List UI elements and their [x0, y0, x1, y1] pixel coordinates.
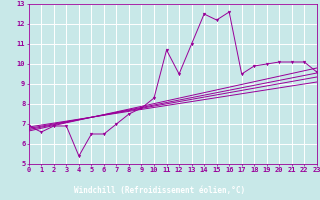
Text: Windchill (Refroidissement éolien,°C): Windchill (Refroidissement éolien,°C): [75, 186, 245, 194]
